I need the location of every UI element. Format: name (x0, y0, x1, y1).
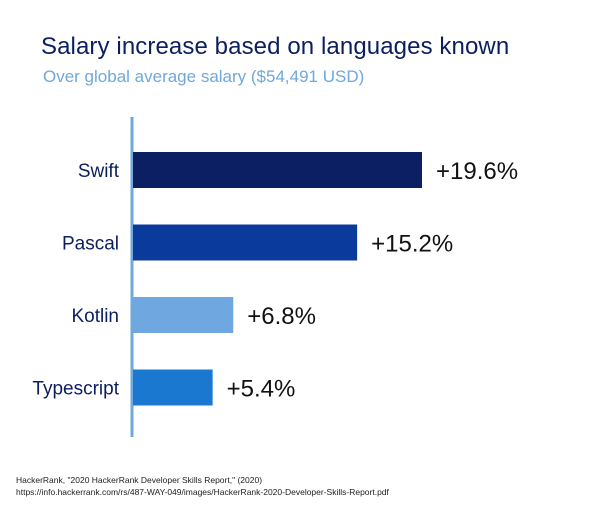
source-line-2: https://info.hackerrank.com/rs/487-WAY-0… (16, 487, 389, 497)
value-label: +5.4% (227, 376, 296, 403)
category-label: Typescript (32, 379, 119, 400)
bar (133, 297, 234, 333)
value-label: +19.6% (436, 158, 518, 185)
bar-chart: Swift +19.6% Pascal +15.2% Kotlin +6.8% Typesc… (32, 117, 518, 437)
bar (133, 152, 422, 188)
category-label: Swift (78, 161, 120, 182)
chart-subtitle: Over global average salary ($54,491 USD) (43, 67, 365, 86)
source-line-1: HackerRank, "2020 HackerRank Developer S… (16, 475, 263, 485)
category-label: Pascal (62, 234, 119, 255)
chart-title: Salary increase based on languages known (41, 33, 510, 60)
bar-group-typescript: Typescript +5.4% (32, 369, 296, 406)
bar-group-pascal: Pascal +15.2% (62, 224, 453, 261)
bar (133, 224, 358, 261)
category-label: Kotlin (71, 306, 119, 327)
source-citation: HackerRank, "2020 HackerRank Developer S… (16, 474, 389, 498)
value-label: +6.8% (247, 303, 316, 330)
bar-group-swift: Swift +19.6% (78, 152, 518, 188)
value-label: +15.2% (371, 231, 453, 258)
bar (133, 369, 213, 406)
bar-group-kotlin: Kotlin +6.8% (71, 297, 316, 333)
